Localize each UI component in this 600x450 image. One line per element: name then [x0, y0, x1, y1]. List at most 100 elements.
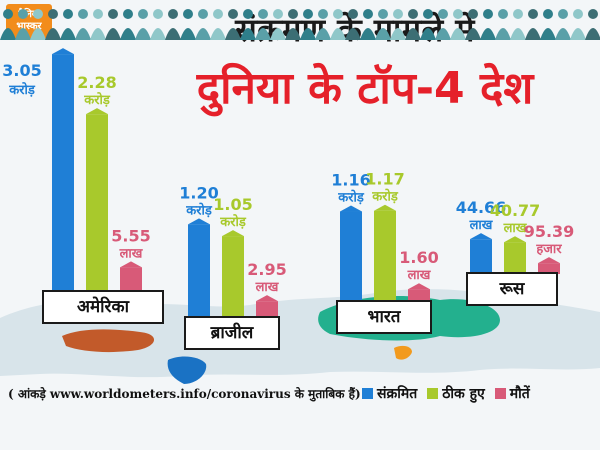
crowd-person-head [393, 9, 403, 19]
data-label-value: 1.20 [179, 183, 218, 202]
data-label-unit: करोड़ [219, 214, 247, 230]
bar-recovered [86, 114, 108, 292]
bar-infected [188, 224, 210, 318]
legend-swatch [427, 388, 439, 399]
source-note: ( आंकड़े www.worldometers.info/coronavir… [8, 387, 361, 401]
crowd-person-head [273, 9, 283, 19]
crowd-person-head [33, 9, 43, 19]
crowd-person-head [243, 9, 253, 19]
logo-line1: दैनिक [18, 9, 40, 20]
crowd-person-body [195, 28, 211, 40]
crowd-person-body [15, 28, 31, 40]
bar-infected [52, 54, 74, 292]
crowd-person-body [285, 28, 301, 40]
country-label-russia: रूस [466, 272, 558, 306]
crowd-person-head [183, 9, 193, 19]
bar-cap [504, 236, 526, 243]
bar-cap [222, 230, 244, 237]
data-label-unit: करोड़ [185, 202, 213, 218]
legend: संक्रमित ठीक हुए मौतें [362, 384, 530, 403]
data-label-unit: करोड़ [371, 189, 399, 205]
crowd-person-head [528, 9, 538, 19]
data-label-unit: लाख [119, 246, 144, 261]
bar-cap [374, 204, 396, 211]
crowd-person-head [198, 9, 208, 19]
crowd-person-body [495, 28, 511, 40]
bar-cap [188, 218, 210, 225]
bar-cap [86, 108, 108, 115]
crowd-person-head [123, 9, 133, 19]
country-name: ब्राजील [210, 323, 254, 343]
crowd-person-head [93, 9, 103, 19]
crowd-person-body [270, 28, 286, 40]
bar-recovered [222, 236, 244, 318]
bar-deaths [408, 289, 430, 302]
legend-item-recovered: ठीक हुए [427, 384, 485, 403]
crowd-person-body [390, 28, 406, 40]
data-label-unit: हजार [535, 242, 562, 257]
crowd-person-body [435, 28, 451, 40]
country-name: रूस [499, 279, 525, 299]
legend-label: मौतें [509, 386, 530, 402]
crowd-person-head [258, 9, 268, 19]
data-label-value: 1.16 [331, 171, 370, 190]
crowd-person-body [90, 28, 106, 40]
crowd-person-body [180, 28, 196, 40]
crowd-person-head [348, 9, 358, 19]
crowd-person-body [300, 28, 316, 40]
country-name: भारत [367, 307, 401, 327]
bar-deaths [538, 263, 560, 274]
crowd-person-body [45, 28, 61, 40]
data-label-unit: लाख [255, 280, 280, 295]
data-label-unit: लाख [503, 221, 528, 236]
data-label-value: 1.05 [213, 195, 252, 214]
crowd-person-body [480, 28, 496, 40]
bar-deaths [256, 301, 278, 318]
crowd-person-head [318, 9, 328, 19]
crowd-person-head [423, 9, 433, 19]
crowd-person-body [315, 28, 331, 40]
data-label-unit: करोड़ [83, 92, 111, 108]
crowd-person-body [210, 28, 226, 40]
data-label-value: 2.95 [247, 260, 286, 279]
country-label-india: भारत [336, 300, 432, 334]
crowd-person-body [510, 28, 526, 40]
crowd-person-body [135, 28, 151, 40]
crowd-person-body [75, 28, 91, 40]
country-name: अमेरिका [77, 297, 129, 317]
bar-cap [408, 283, 430, 290]
data-label-unit: लाख [407, 268, 432, 283]
bar-deaths [120, 267, 142, 292]
crowd-person-head [138, 9, 148, 19]
crowd-person-body [420, 28, 436, 40]
data-label-value: 3.05 [2, 61, 41, 80]
data-label-value: 40.77 [490, 201, 541, 220]
data-label-value: 1.17 [365, 170, 404, 189]
crowd-person-body [375, 28, 391, 40]
crowd-person-body [60, 28, 76, 40]
legend-swatch [362, 388, 373, 399]
crowd-person-head [288, 9, 298, 19]
legend-item-deaths: मौतें [494, 384, 530, 403]
crowd-person-head [18, 9, 28, 19]
crowd-person-body [240, 28, 256, 40]
bar-cap [470, 233, 492, 240]
bar-recovered [374, 210, 396, 302]
data-label-value: 44.66 [456, 198, 507, 217]
crowd-person-head [408, 9, 418, 19]
crowd-person-body [255, 28, 271, 40]
crowd-person-head [588, 9, 598, 19]
crowd-person-head [333, 9, 343, 19]
data-label-value: 1.60 [399, 248, 438, 267]
country-label-usa: अमेरिका [42, 290, 164, 324]
crowd-person-head [63, 9, 73, 19]
data-label-value: 95.39 [524, 222, 575, 241]
crowd-person-body [585, 28, 600, 40]
crowd-person-body [120, 28, 136, 40]
bar-infected [470, 239, 492, 274]
crowd-person-body [465, 28, 481, 40]
country-label-brazil: ब्राजील [184, 316, 280, 350]
legend-label: ठीक हुए [442, 386, 485, 402]
bar-cap [538, 257, 560, 264]
